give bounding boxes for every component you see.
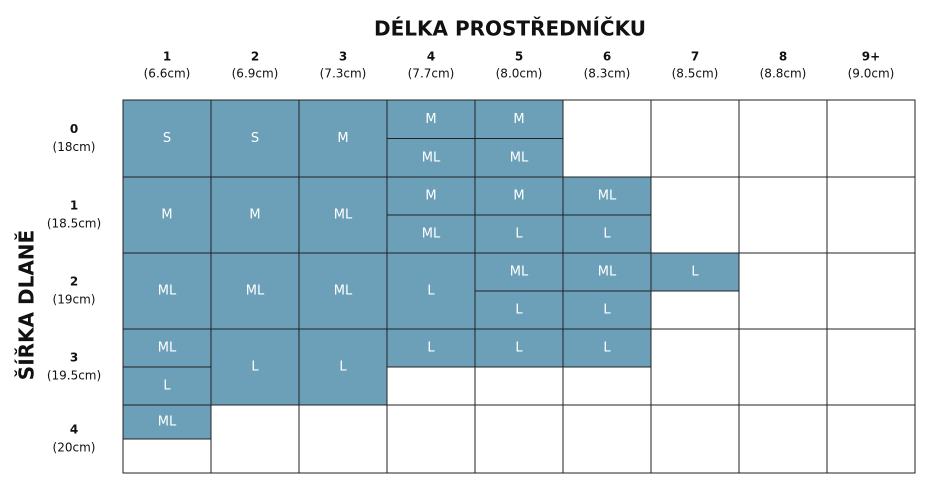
size-label: L — [515, 227, 523, 242]
cell-border — [650, 404, 740, 474]
cell-border — [474, 404, 564, 474]
size-cell — [122, 99, 212, 178]
size-label: ML — [422, 150, 441, 165]
size-label: S — [163, 131, 171, 146]
row-size: (18.5cm) — [47, 217, 101, 231]
col-size: (7.7cm) — [408, 67, 455, 81]
cell-border — [562, 404, 652, 474]
col-number: 4 — [427, 50, 435, 64]
size-label: L — [427, 341, 435, 356]
size-label: ML — [158, 415, 177, 430]
size-cell — [298, 328, 388, 406]
row-size: (19cm) — [53, 293, 96, 307]
size-cell — [562, 214, 652, 254]
row-size: (19.5cm) — [47, 369, 101, 383]
col-number: 8 — [779, 50, 787, 64]
row-number: 4 — [70, 423, 78, 437]
size-cell — [298, 252, 388, 330]
size-label: M — [425, 112, 436, 127]
size-label: M — [337, 131, 348, 146]
size-label: L — [603, 341, 611, 356]
size-label: ML — [158, 284, 177, 299]
size-label: M — [513, 189, 524, 204]
size-label: ML — [334, 284, 353, 299]
cell-border — [826, 252, 916, 330]
col-number: 6 — [603, 50, 611, 64]
size-label: S — [251, 131, 259, 146]
size-cell — [562, 176, 652, 216]
col-number: 5 — [515, 50, 523, 64]
size-label: ML — [598, 265, 617, 280]
size-label: L — [515, 341, 523, 356]
size-label: L — [427, 284, 435, 299]
row-number: 1 — [70, 199, 78, 213]
cell-border — [210, 404, 300, 474]
size-cell — [562, 252, 652, 292]
col-size: (8.5cm) — [672, 67, 719, 81]
size-label: ML — [246, 284, 265, 299]
col-number: 1 — [163, 50, 171, 64]
cell-border — [738, 176, 828, 254]
col-size: (9.0cm) — [848, 67, 895, 81]
size-label: L — [339, 360, 347, 375]
row-number: 0 — [70, 122, 78, 136]
size-cell — [386, 214, 476, 254]
size-label: M — [249, 208, 260, 223]
cell-border — [826, 176, 916, 254]
col-size: (6.9cm) — [232, 67, 279, 81]
row-number: 3 — [70, 351, 78, 365]
size-label: ML — [510, 265, 529, 280]
cell-border — [738, 404, 828, 474]
size-label: ML — [158, 341, 177, 356]
size-cell — [298, 176, 388, 254]
cell-border — [562, 99, 652, 178]
title: DÉLKA PROSTŘEDNÍČKU — [374, 17, 646, 41]
cell-border — [298, 404, 388, 474]
size-cell — [562, 290, 652, 330]
size-label: M — [513, 112, 524, 127]
col-number: 7 — [691, 50, 699, 64]
col-size: (7.3cm) — [320, 67, 367, 81]
cell-border — [650, 176, 740, 254]
cell-border — [650, 99, 740, 178]
cell-border — [738, 252, 828, 330]
size-cell — [298, 99, 388, 178]
row-size: (18cm) — [53, 140, 96, 154]
size-label: M — [425, 189, 436, 204]
cell-border — [826, 328, 916, 406]
size-label: ML — [510, 150, 529, 165]
size-label: ML — [334, 208, 353, 223]
size-cell — [562, 328, 652, 368]
size-label: ML — [422, 227, 441, 242]
col-size: (8.0cm) — [496, 67, 543, 81]
size-label: L — [163, 379, 171, 394]
cell-border — [650, 328, 740, 406]
size-label: L — [603, 227, 611, 242]
col-number: 3 — [339, 50, 347, 64]
size-label: L — [251, 360, 259, 375]
cell-border — [738, 328, 828, 406]
size-label: ML — [598, 189, 617, 204]
size-label: M — [161, 208, 172, 223]
size-cell — [122, 328, 212, 368]
cell-border — [826, 404, 916, 474]
col-size: (8.3cm) — [584, 67, 631, 81]
col-size: (8.8cm) — [760, 67, 807, 81]
col-number: 2 — [251, 50, 259, 64]
col-size: (6.6cm) — [144, 67, 191, 81]
size-cell — [210, 99, 300, 178]
row-title: ŠÍŘKA DLANĚ — [15, 230, 39, 380]
size-label: L — [603, 303, 611, 318]
size-label: L — [691, 265, 699, 280]
cell-border — [826, 99, 916, 178]
cell-border — [738, 99, 828, 178]
col-number: 9+ — [862, 50, 880, 64]
size-label: L — [515, 303, 523, 318]
row-size: (20cm) — [53, 441, 96, 455]
row-number: 2 — [70, 275, 78, 289]
size-cell — [650, 252, 740, 292]
cell-border — [386, 404, 476, 474]
